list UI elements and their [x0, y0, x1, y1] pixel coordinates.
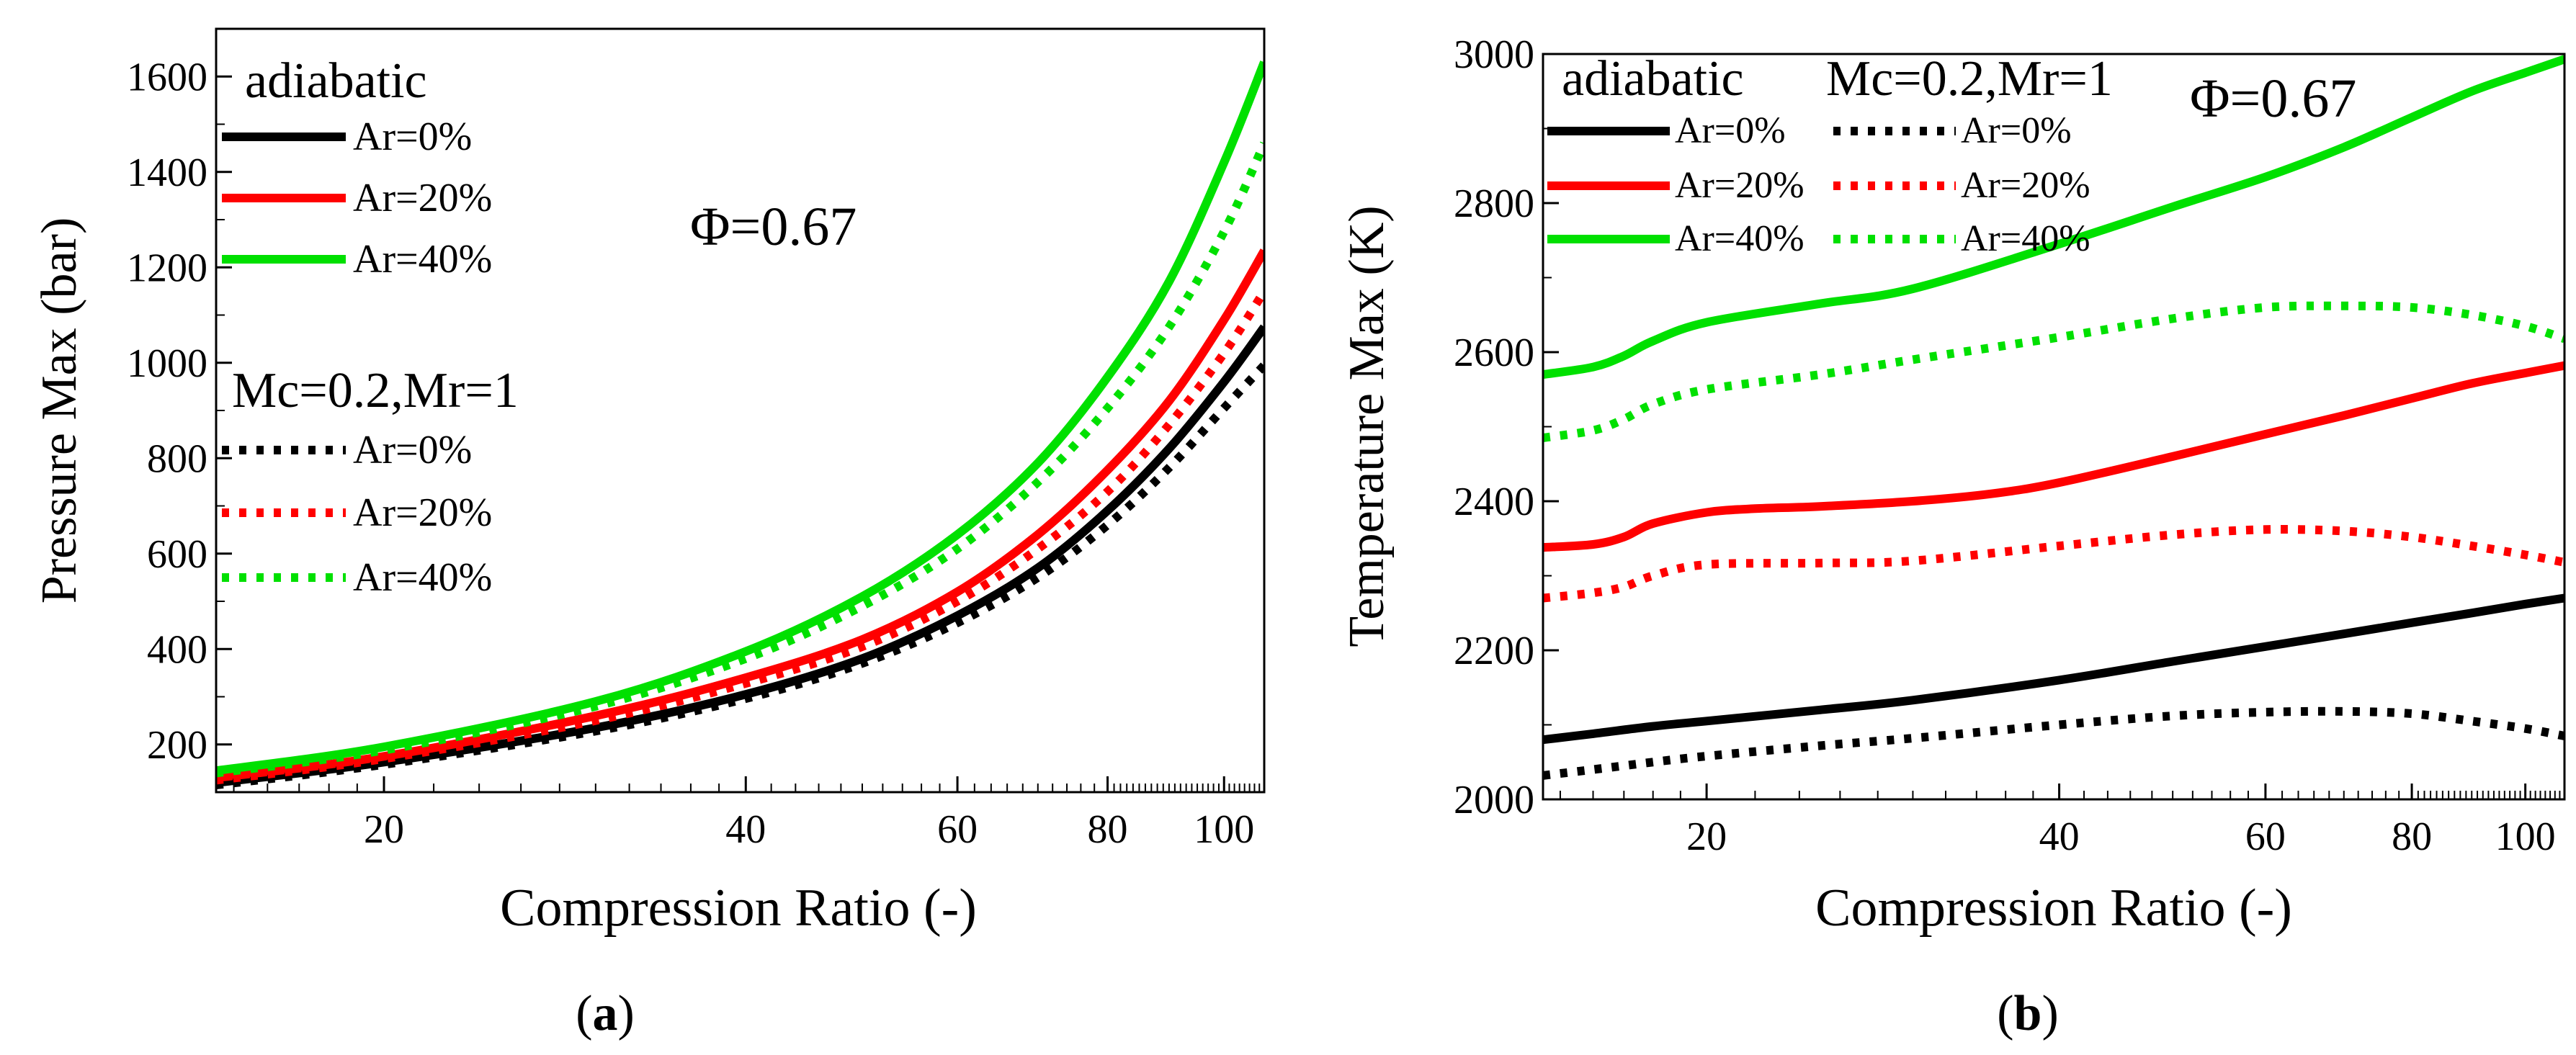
chart-a: 20 40 60 80 1002004006008001000120014001600 … [32, 27, 1266, 1041]
y-tick-label: 800 [147, 436, 207, 481]
chart-b-legend-mc: Mc=0.2,Mr=1 Ar=0% Ar=20% Ar=40% [1826, 51, 2113, 259]
legend-label: Ar=20% [1961, 165, 2090, 206]
caption-b: (b) [1997, 986, 2059, 1041]
y-tick-label: 400 [147, 627, 207, 672]
y-tick-label: 1200 [127, 246, 207, 290]
legend-label: Ar=0% [353, 115, 472, 159]
x-tick-label: 40 [2039, 814, 2080, 859]
x-tick-label: 100 [2495, 814, 2556, 859]
x-tick-label: 80 [2392, 814, 2432, 859]
y-tick-label: 1400 [127, 151, 207, 195]
y-tick-label: 3000 [1454, 32, 1534, 77]
legend-label: Ar=0% [353, 428, 472, 472]
y-tick-label: 2200 [1454, 629, 1534, 673]
series-line-adiabatic-1 [1543, 361, 2564, 552]
legend-label: Ar=0% [1961, 110, 2072, 151]
chart-a-ylabel: Pressure Max (bar) [32, 217, 87, 603]
y-tick-label: 2000 [1454, 778, 1534, 822]
legend-label: Ar=40% [1961, 218, 2090, 259]
x-tick-label: 100 [1194, 807, 1254, 852]
x-tick-label: 80 [1088, 807, 1128, 852]
series-line-mc-5 [216, 141, 1264, 778]
legend-label: Ar=20% [1675, 165, 1804, 206]
x-tick-label: 20 [364, 807, 404, 852]
chart-b: 20 40 60 80 100 2000 2200 2400 2600 2800 3000 Temp… [1339, 32, 2566, 1041]
series-line-mc-4 [1543, 525, 2564, 603]
chart-a-legend-mc: Mc=0.2,Mr=1 Ar=0% Ar=20% Ar=40% [222, 363, 519, 600]
legend-title-mc: Mc=0.2,Mr=1 [1826, 51, 2113, 107]
chart-b-xlabel: Compression Ratio (-) [1815, 879, 2292, 938]
legend-label: Ar=40% [353, 555, 492, 600]
x-tick-label: 20 [1686, 814, 1727, 859]
series-line-adiabatic-2 [1543, 55, 2564, 380]
caption-a: (a) [576, 986, 635, 1041]
x-tick-label: 40 [725, 807, 766, 852]
y-tick-label: 2800 [1454, 181, 1534, 226]
y-tick-label: 2600 [1454, 331, 1534, 375]
legend-label: Ar=20% [353, 490, 492, 535]
chart-a-legend-adiabatic: adiabatic Ar=0% Ar=20% Ar=40% [222, 53, 492, 282]
series-line-adiabatic-1 [216, 248, 1264, 783]
chart-b-ylabel: Temperature Max (K) [1339, 205, 1395, 647]
x-tick-label: 60 [2245, 814, 2286, 859]
chart-b-legend-adiabatic: adiabatic Ar=0% Ar=20% Ar=40% [1547, 51, 1804, 259]
y-tick-label: 600 [147, 532, 207, 577]
legend-label: Ar=40% [1675, 218, 1804, 259]
x-tick-label: 60 [937, 807, 978, 852]
series-line-mc-3 [216, 362, 1264, 790]
y-tick-label: 200 [147, 723, 207, 768]
chart-b-annotation: Φ=0.67 [2190, 68, 2356, 129]
legend-label: Ar=0% [1675, 110, 1786, 151]
y-tick-label: 1000 [127, 341, 207, 386]
series-line-mc-3 [1543, 706, 2564, 780]
chart-a-xlabel: Compression Ratio (-) [500, 879, 977, 938]
legend-title-adiabatic: adiabatic [1562, 51, 1744, 107]
series-line-adiabatic-0 [1543, 593, 2564, 745]
legend-title-mc: Mc=0.2,Mr=1 [232, 363, 519, 418]
y-tick-label: 1600 [127, 55, 207, 99]
legend-label: Ar=20% [353, 176, 492, 220]
series-line-mc-5 [1543, 301, 2564, 442]
chart-a-annotation: Φ=0.67 [690, 197, 857, 257]
legend-title-adiabatic: adiabatic [245, 53, 427, 109]
y-tick-label: 2400 [1454, 480, 1534, 524]
legend-label: Ar=40% [353, 237, 492, 282]
